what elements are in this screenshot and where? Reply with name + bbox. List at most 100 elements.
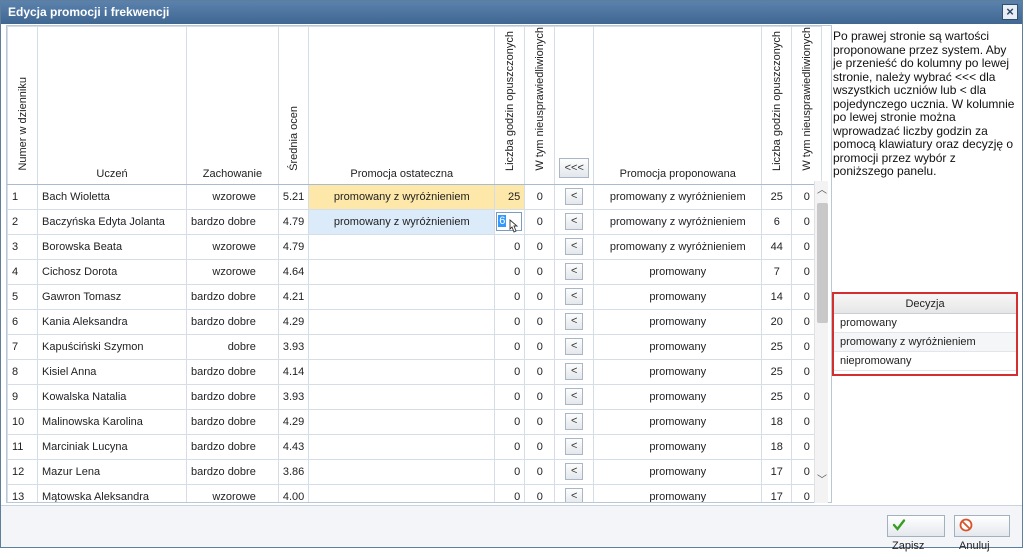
final-promotion-cell[interactable]	[308, 283, 496, 310]
hours-missed-cell[interactable]: 0	[494, 483, 526, 502]
proposed-promotion-cell: promowany z wyróżnieniem	[593, 208, 763, 235]
unexcused-cell[interactable]: 0	[524, 483, 556, 502]
table-row[interactable]: 1 Bach Wioletta wzorowe 5.21 promowany z wyr…	[7, 183, 823, 210]
final-promotion-cell[interactable]: promowany z wyróżnieniem	[308, 208, 496, 235]
close-icon[interactable]: ×	[1002, 4, 1018, 20]
copy-row-button[interactable]: <	[565, 388, 584, 406]
hours-missed-cell[interactable]: 0	[494, 283, 526, 310]
col-header-hours-missed[interactable]: Liczba godzin opuszczonych	[494, 26, 526, 185]
col-header-behavior[interactable]: Zachowanie	[186, 26, 279, 185]
decision-option-not-promoted[interactable]: niepromowany	[834, 352, 1016, 371]
unexcused-cell[interactable]: 0	[524, 433, 556, 460]
copy-row-button[interactable]: <	[565, 463, 584, 481]
table-row[interactable]: 11 Marciniak Lucyna bardzo dobre 4.43 0 0 < pro…	[7, 433, 823, 460]
hours-missed-cell[interactable]: 0	[494, 433, 526, 460]
hours-missed-cell[interactable]: 0	[494, 358, 526, 385]
hours-missed-cell[interactable]: 0	[494, 258, 526, 285]
table-row[interactable]: 5 Gawron Tomasz bardzo dobre 4.21 0 0 < promowa…	[7, 283, 823, 310]
final-promotion-cell[interactable]	[308, 258, 496, 285]
unexcused-cell[interactable]: 0	[524, 383, 556, 410]
proposed-hours-cell: 44	[761, 233, 793, 260]
student-name: Marciniak Lucyna	[37, 433, 187, 460]
table-row[interactable]: 7 Kapuściński Szymon dobre 3.93 0 0 < promowany…	[7, 333, 823, 360]
unexcused-cell[interactable]: 0	[524, 358, 556, 385]
copy-row-button[interactable]: <	[565, 438, 584, 456]
final-promotion-cell[interactable]	[308, 333, 496, 360]
table-row[interactable]: 8 Kisiel Anna bardzo dobre 4.14 0 0 < promowany…	[7, 358, 823, 385]
cancel-button[interactable]: Anuluj	[954, 515, 1010, 552]
col-header-average[interactable]: Średnia ocen	[277, 26, 310, 185]
copy-row-button[interactable]: <	[565, 413, 584, 431]
scroll-thumb[interactable]	[817, 203, 828, 323]
copy-row-button[interactable]: <	[565, 213, 584, 231]
unexcused-cell[interactable]: 0	[524, 458, 556, 485]
hours-missed-cell[interactable]: 0	[494, 233, 526, 260]
dialog-footer: Zapisz Anuluj	[1, 505, 1022, 552]
student-number: 13	[7, 483, 38, 502]
behavior-cell: bardzo dobre	[186, 408, 279, 435]
table-row[interactable]: 6 Kania Aleksandra bardzo dobre 4.29 0 0 < prom…	[7, 308, 823, 335]
hours-missed-cell[interactable]: 0	[494, 333, 526, 360]
final-promotion-cell[interactable]	[308, 408, 496, 435]
hours-missed-cell[interactable]: 0	[494, 383, 526, 410]
table-row[interactable]: 2 Baczyńska Edyta Jolanta bardzo dobre 4.79…	[7, 208, 823, 235]
table-row[interactable]: 10 Malinowska Karolina bardzo dobre 4.29 0 0 <…	[7, 408, 823, 435]
col-header-proposed-unexcused[interactable]: W tym nieusprawiedliwionych	[791, 26, 823, 185]
hours-missed-cell[interactable]: 0	[494, 408, 526, 435]
copy-row-button[interactable]: <	[565, 338, 584, 356]
final-promotion-cell[interactable]	[308, 483, 496, 502]
grid-scrollbar[interactable]: ︿ ﹀	[814, 181, 828, 503]
student-name: Kowalska Natalia	[37, 383, 187, 410]
average-cell: 4.64	[277, 258, 310, 285]
final-promotion-cell[interactable]	[308, 358, 496, 385]
unexcused-cell[interactable]: 0	[524, 408, 556, 435]
behavior-cell: bardzo dobre	[186, 433, 279, 460]
final-promotion-cell[interactable]	[308, 233, 496, 260]
student-name: Kapuściński Szymon	[37, 333, 187, 360]
copy-row-button[interactable]: <	[565, 363, 584, 381]
final-promotion-cell[interactable]	[308, 433, 496, 460]
copy-row-button[interactable]: <	[565, 313, 584, 331]
col-header-number[interactable]: Numer w dzienniku	[7, 26, 38, 185]
col-header-final-promotion[interactable]: Promocja ostateczna	[308, 26, 496, 185]
unexcused-cell[interactable]: 0	[524, 283, 556, 310]
hours-missed-cell[interactable]: 0	[494, 308, 526, 335]
table-row[interactable]: 9 Kowalska Natalia bardzo dobre 3.93 0 0 < prom…	[7, 383, 823, 410]
behavior-cell: wzorowe	[186, 233, 279, 260]
col-header-proposed-hours[interactable]: Liczba godzin opuszczonych	[761, 26, 793, 185]
decision-option-promoted[interactable]: promowany	[834, 314, 1016, 333]
table-row[interactable]: 13 Mątowska Aleksandra wzorowe 4.00 0 0 < promo…	[7, 483, 823, 502]
table-row[interactable]: 12 Mazur Lena bardzo dobre 3.86 0 0 < promowany…	[7, 458, 823, 485]
hours-edit-input[interactable]: 6	[496, 212, 523, 233]
unexcused-cell[interactable]: 0	[524, 208, 556, 235]
final-promotion-cell[interactable]	[308, 308, 496, 335]
unexcused-cell[interactable]: 0	[524, 258, 556, 285]
unexcused-cell[interactable]: 0	[524, 233, 556, 260]
copy-row-button[interactable]: <	[565, 288, 584, 306]
hours-missed-cell[interactable]: 6	[494, 208, 526, 235]
col-header-unexcused[interactable]: W tym nieusprawiedliwionych	[524, 26, 556, 185]
table-row[interactable]: 4 Cichosz Dorota wzorowe 4.64 0 0 < promowany 7 0	[7, 258, 823, 285]
final-promotion-cell[interactable]	[308, 383, 496, 410]
col-header-student[interactable]: Uczeń	[37, 26, 187, 185]
unexcused-cell[interactable]: 0	[524, 308, 556, 335]
save-button[interactable]: Zapisz	[887, 515, 945, 552]
col-header-proposed-promotion[interactable]: Promocja proponowana	[593, 26, 763, 185]
unexcused-cell[interactable]: 0	[524, 183, 556, 210]
unexcused-cell[interactable]: 0	[524, 333, 556, 360]
hours-missed-cell[interactable]: 25	[494, 183, 526, 210]
final-promotion-cell[interactable]	[308, 458, 496, 485]
copy-row-button[interactable]: <	[565, 263, 584, 281]
behavior-cell: bardzo dobre	[186, 458, 279, 485]
copy-row-button[interactable]: <	[565, 188, 584, 206]
copy-row-button[interactable]: <	[565, 238, 584, 256]
final-promotion-cell[interactable]: promowany z wyróżnieniem	[308, 183, 496, 210]
hours-missed-cell[interactable]: 0	[494, 458, 526, 485]
decision-option-promoted-with-honors[interactable]: promowany z wyróżnieniem	[834, 333, 1016, 352]
copy-row-button[interactable]: <	[565, 488, 584, 502]
scroll-up-icon[interactable]: ︿	[817, 185, 827, 196]
copy-all-button[interactable]: <<<	[559, 157, 590, 178]
students-grid: Numer w dzienniku Uczeń Zachowanie Średn…	[6, 25, 832, 503]
table-row[interactable]: 3 Borowska Beata wzorowe 4.79 0 0 < promowany z…	[7, 233, 823, 260]
scroll-down-icon[interactable]: ﹀	[817, 475, 827, 486]
